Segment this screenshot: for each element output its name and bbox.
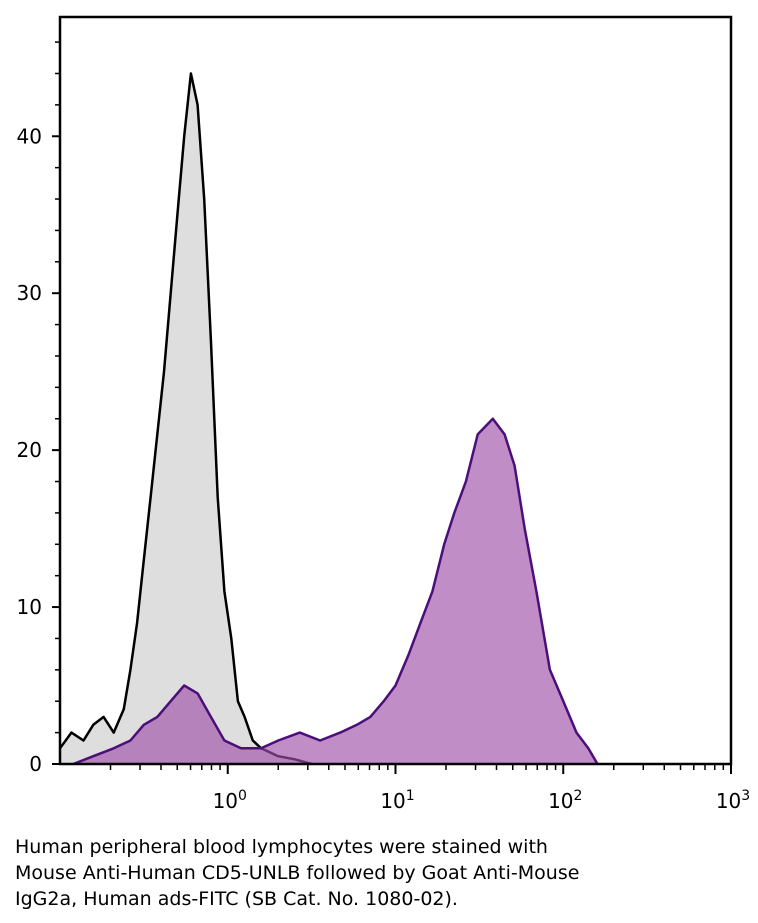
x-tick-exponent: 3 bbox=[741, 788, 750, 804]
y-tick-label: 40 bbox=[17, 124, 42, 148]
x-tick-label: 101 bbox=[380, 788, 414, 813]
caption-line: IgG2a, Human ads-FITC (SB Cat. No. 1080-… bbox=[15, 888, 458, 910]
histogram-area bbox=[60, 73, 312, 764]
caption-line: Mouse Anti-Human CD5-UNLB followed by Go… bbox=[15, 862, 579, 884]
x-tick-label: 100 bbox=[213, 788, 247, 813]
y-tick-label: 20 bbox=[17, 438, 42, 462]
y-tick-label: 30 bbox=[17, 281, 42, 305]
y-tick-label: 0 bbox=[29, 752, 42, 776]
caption: Human peripheral blood lymphocytes were … bbox=[15, 836, 579, 910]
x-tick-label: 102 bbox=[548, 788, 582, 813]
histogram-line bbox=[58, 72, 312, 766]
histogram-area bbox=[73, 418, 598, 764]
y-tick-label: 10 bbox=[17, 595, 42, 619]
x-tick-label: 103 bbox=[716, 788, 750, 813]
histogram-line bbox=[72, 417, 599, 766]
x-tick-base: 10 bbox=[716, 789, 741, 813]
x-tick-exponent: 2 bbox=[574, 788, 583, 804]
x-tick-exponent: 1 bbox=[406, 788, 415, 804]
x-tick-base: 10 bbox=[380, 789, 405, 813]
x-tick-base: 10 bbox=[548, 789, 573, 813]
x-tick-exponent: 0 bbox=[238, 788, 247, 804]
x-tick-base: 10 bbox=[213, 789, 238, 813]
caption-line: Human peripheral blood lymphocytes were … bbox=[15, 836, 548, 858]
